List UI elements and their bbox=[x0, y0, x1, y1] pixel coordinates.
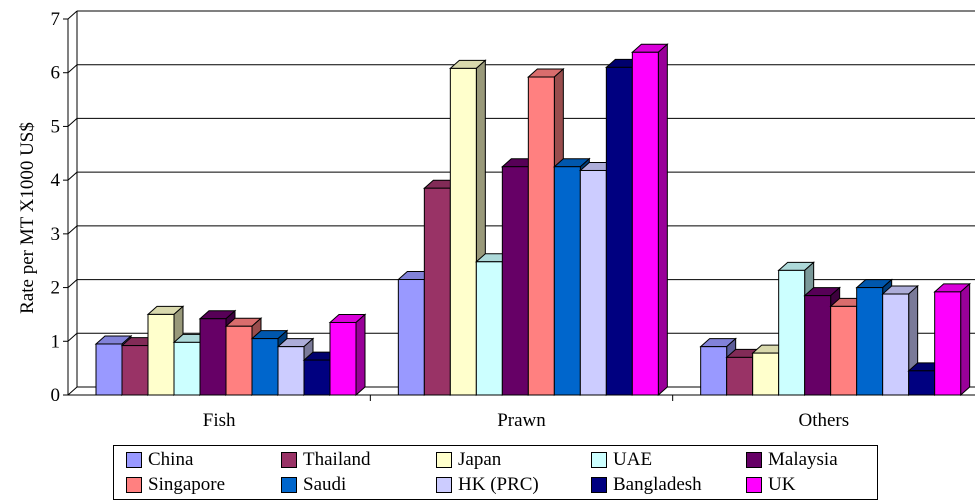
legend-swatch bbox=[281, 452, 297, 468]
legend-label: UAE bbox=[613, 449, 653, 470]
bar-front bbox=[527, 76, 555, 396]
legend-label: HK (PRC) bbox=[458, 474, 539, 495]
legend-item: Japan bbox=[436, 448, 501, 472]
gridline-side bbox=[67, 332, 78, 342]
bar-front bbox=[856, 287, 884, 396]
legend-swatch bbox=[436, 477, 452, 493]
bars bbox=[94, 43, 971, 397]
bar-front bbox=[95, 343, 123, 396]
bar-front bbox=[501, 166, 529, 396]
x-tick-label: Others bbox=[799, 410, 850, 431]
legend-swatch bbox=[126, 452, 142, 468]
bar-front bbox=[605, 66, 633, 396]
legend-swatch bbox=[436, 452, 452, 468]
legend-item: Thailand bbox=[281, 448, 371, 472]
legend-item: HK (PRC) bbox=[436, 473, 539, 497]
bar-front bbox=[553, 166, 581, 396]
legend-item: UK bbox=[746, 473, 795, 497]
bar-front bbox=[147, 313, 175, 396]
x-tick-label: Prawn bbox=[497, 410, 546, 431]
legend-label: Bangladesh bbox=[613, 474, 702, 495]
floor-edge bbox=[67, 386, 78, 396]
legend-label: Singapore bbox=[148, 474, 226, 495]
y-tick-label: 3 bbox=[51, 224, 61, 245]
bar-front bbox=[830, 305, 858, 396]
bar bbox=[631, 43, 669, 397]
bar-front bbox=[173, 341, 201, 396]
bar-front bbox=[397, 279, 425, 396]
gridline-side bbox=[67, 279, 78, 288]
bar bbox=[328, 313, 367, 397]
gridline-side bbox=[67, 10, 78, 20]
bar-side bbox=[657, 43, 668, 397]
x-tick-label: Fish bbox=[203, 410, 236, 431]
bar-front bbox=[121, 345, 149, 396]
y-tick-label: 6 bbox=[51, 63, 61, 84]
gridline-side bbox=[67, 64, 78, 74]
legend-swatch bbox=[746, 477, 762, 493]
bar-front bbox=[277, 346, 305, 396]
y-axis-title: Rate per MT X1000 US$ bbox=[17, 122, 38, 314]
legend-item: UAE bbox=[591, 448, 652, 472]
axis-labels: 0 1 2 3 4 5 6 7 Fish Prawn Others bbox=[51, 9, 850, 431]
bar-front bbox=[778, 269, 806, 396]
y-tick-label: 5 bbox=[51, 116, 61, 137]
bar-front bbox=[329, 321, 357, 396]
legend-label: Saudi bbox=[303, 474, 347, 495]
legend-label: UK bbox=[768, 474, 796, 495]
bar-front bbox=[251, 338, 279, 396]
legend-item: Bangladesh bbox=[591, 473, 702, 497]
legend-item: Malaysia bbox=[746, 448, 838, 472]
bar-front bbox=[475, 261, 503, 396]
legend-swatch bbox=[591, 477, 607, 493]
gridline-side bbox=[67, 118, 78, 127]
legend-label: Malaysia bbox=[768, 449, 838, 470]
bar-front bbox=[225, 325, 253, 396]
gridline-side bbox=[67, 171, 78, 181]
legend-item: China bbox=[126, 448, 193, 472]
bar-front bbox=[579, 169, 607, 396]
bar-side bbox=[355, 313, 366, 397]
y-tick-label: 7 bbox=[51, 9, 61, 30]
y-tick-label: 2 bbox=[51, 278, 61, 299]
bar-front bbox=[631, 51, 659, 396]
y-tick-label: 1 bbox=[51, 331, 61, 352]
legend-label: Thailand bbox=[303, 449, 371, 470]
legend-swatch bbox=[591, 452, 607, 468]
y-tick-label: 0 bbox=[51, 385, 61, 406]
legend: China Thailand Japan UAE Malaysia Singapore Sa… bbox=[113, 445, 878, 500]
bar-front bbox=[199, 318, 227, 396]
bar-front bbox=[934, 291, 962, 396]
chart-plot: 0 1 2 3 4 5 6 7 Fish Prawn Others Rate per MT X100… bbox=[17, 9, 975, 431]
legend-swatch bbox=[281, 477, 297, 493]
bar-front bbox=[700, 346, 728, 396]
bar-side bbox=[960, 282, 971, 397]
legend-swatch bbox=[126, 477, 142, 493]
bar-front bbox=[752, 352, 780, 396]
bar-front bbox=[804, 295, 832, 396]
bar-front bbox=[908, 370, 936, 396]
legend-item: Singapore bbox=[126, 473, 225, 497]
gridline-side bbox=[67, 225, 78, 235]
bar-front bbox=[449, 67, 477, 396]
bar-front bbox=[303, 359, 331, 396]
legend-item: Saudi bbox=[281, 473, 346, 497]
bar-front bbox=[726, 356, 754, 396]
legend-label: Japan bbox=[458, 449, 502, 470]
y-tick-label: 4 bbox=[51, 170, 61, 191]
legend-swatch bbox=[746, 452, 762, 468]
bar-front bbox=[882, 293, 910, 396]
legend-label: China bbox=[148, 449, 194, 470]
bar-front bbox=[423, 187, 451, 396]
bar bbox=[933, 282, 971, 397]
